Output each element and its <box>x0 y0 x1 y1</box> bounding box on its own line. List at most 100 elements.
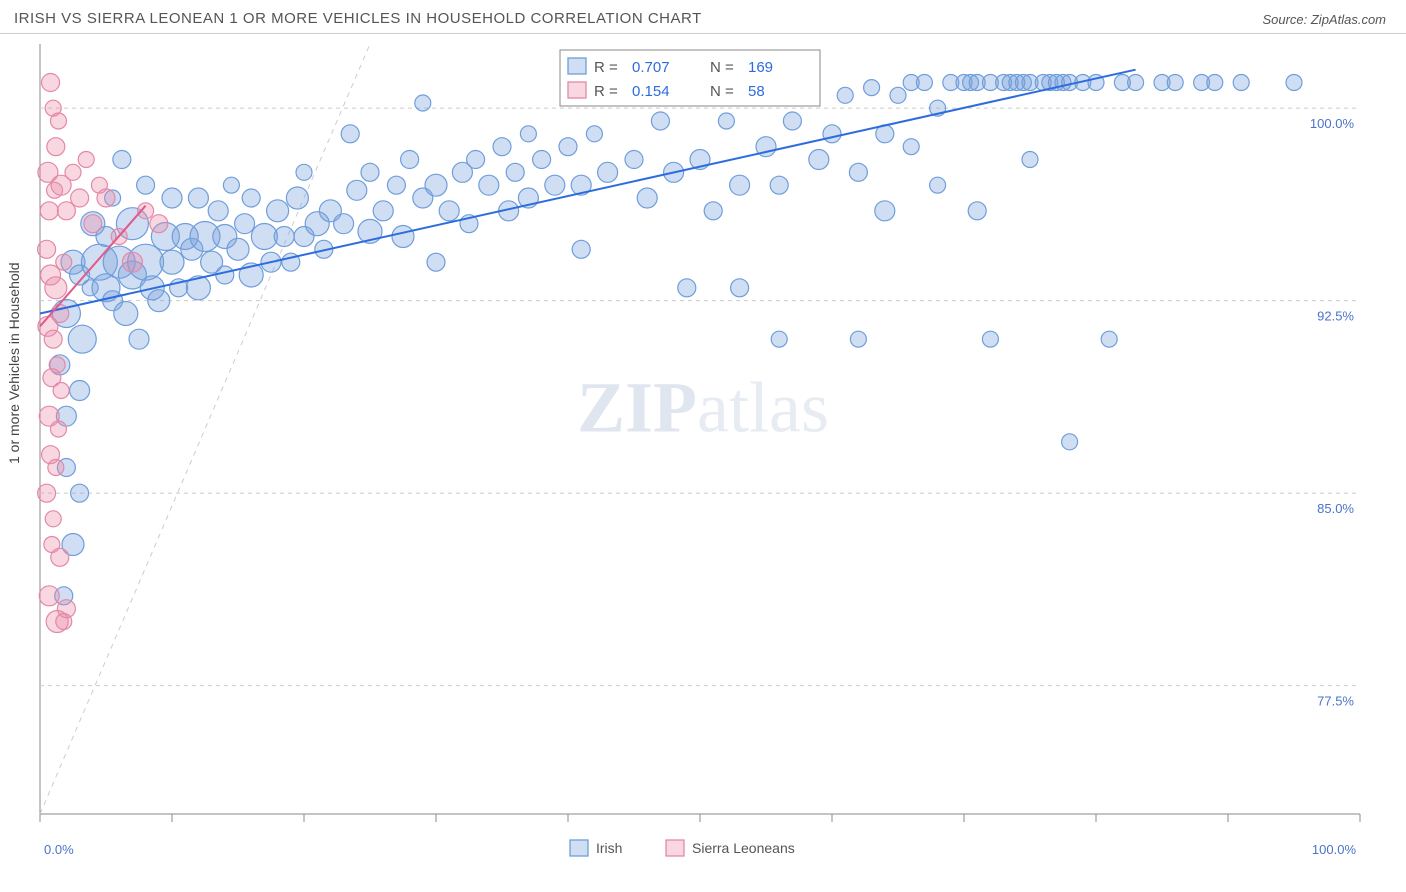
scatter-point <box>242 189 260 207</box>
scatter-point <box>44 330 62 348</box>
svg-text:R =: R = <box>594 83 618 100</box>
scatter-point <box>678 279 696 297</box>
scatter-point <box>783 112 801 130</box>
scatter-point <box>56 614 72 630</box>
scatter-point <box>50 421 66 437</box>
scatter-point <box>361 163 379 181</box>
chart-title: IRISH VS SIERRA LEONEAN 1 OR MORE VEHICL… <box>14 10 702 27</box>
scatter-point <box>520 126 536 142</box>
scatter-point <box>188 188 208 208</box>
scatter-point <box>38 240 56 258</box>
scatter-point <box>1207 75 1223 91</box>
header: IRISH VS SIERRA LEONEAN 1 OR MORE VEHICL… <box>0 0 1406 34</box>
scatter-point <box>572 240 590 258</box>
scatter-point <box>114 302 138 326</box>
scatter-point <box>1286 75 1302 91</box>
scatter-point <box>598 162 618 182</box>
scatter-point <box>493 138 511 156</box>
legend-swatch <box>568 82 586 98</box>
scatter-point <box>849 163 867 181</box>
scatter-point <box>1101 331 1117 347</box>
scatter-point <box>45 511 61 527</box>
series-irish <box>50 75 1302 605</box>
scatter-point <box>129 329 149 349</box>
svg-text:N =: N = <box>710 59 734 76</box>
svg-text:0.707: 0.707 <box>632 59 670 76</box>
scatter-point <box>1022 152 1038 168</box>
scatter-point <box>296 164 312 180</box>
scatter-point <box>968 202 986 220</box>
series-sierra <box>38 74 168 633</box>
scatter-point <box>1233 75 1249 91</box>
scatter-point <box>150 215 168 233</box>
scatter-point <box>122 252 142 272</box>
scatter-point <box>53 383 69 399</box>
scatter-point <box>401 151 419 169</box>
scatter-point <box>208 201 228 221</box>
scatter-point <box>770 176 788 194</box>
scatter-point <box>267 200 289 222</box>
scatter-point <box>637 188 657 208</box>
scatter-point <box>545 175 565 195</box>
scatter-point <box>162 188 182 208</box>
svg-text:0.154: 0.154 <box>632 83 670 100</box>
scatter-point <box>387 176 405 194</box>
scatter-point <box>875 201 895 221</box>
scatter-point <box>51 548 69 566</box>
svg-text:R =: R = <box>594 59 618 76</box>
scatter-point <box>42 74 60 92</box>
scatter-point <box>467 151 485 169</box>
scatter-point <box>730 175 750 195</box>
scatter-point <box>160 250 184 274</box>
scatter-point <box>903 139 919 155</box>
scatter-point <box>97 189 115 207</box>
scatter-point <box>890 87 906 103</box>
scatter-point <box>38 484 56 502</box>
scatter-point <box>771 331 787 347</box>
scatter-point <box>65 164 81 180</box>
bottom-legend-label: Irish <box>596 840 622 856</box>
scatter-point <box>373 201 393 221</box>
scatter-point <box>347 180 367 200</box>
bottom-legend-swatch <box>570 840 588 856</box>
scatter-point <box>850 331 866 347</box>
scatter-point <box>930 177 946 193</box>
scatter-point <box>71 484 89 502</box>
scatter-point <box>415 95 431 111</box>
scatter-point <box>40 202 58 220</box>
svg-text:92.5%: 92.5% <box>1317 309 1354 324</box>
svg-text:100.0%: 100.0% <box>1310 116 1355 131</box>
scatter-point <box>148 290 170 312</box>
scatter-chart: 77.5%85.0%92.5%100.0%R =0.707N =169R =0.… <box>0 34 1406 884</box>
scatter-point <box>47 138 65 156</box>
scatter-point <box>1128 75 1144 91</box>
scatter-point <box>864 80 880 96</box>
chart-area: 1 or more Vehicles in Household ZIPatlas… <box>0 34 1406 884</box>
scatter-point <box>235 214 255 234</box>
scatter-point <box>68 325 96 353</box>
scatter-point <box>137 176 155 194</box>
scatter-point <box>479 175 499 195</box>
svg-text:169: 169 <box>748 59 773 76</box>
scatter-point <box>50 113 66 129</box>
bottom-legend-label: Sierra Leoneans <box>692 840 795 856</box>
scatter-point <box>48 460 64 476</box>
scatter-point <box>45 277 67 299</box>
scatter-point <box>837 87 853 103</box>
scatter-point <box>625 151 643 169</box>
scatter-point <box>425 174 447 196</box>
scatter-point <box>427 253 445 271</box>
svg-text:58: 58 <box>748 83 765 100</box>
scatter-point <box>586 126 602 142</box>
scatter-point <box>916 75 932 91</box>
scatter-point <box>1167 75 1183 91</box>
scatter-point <box>823 125 841 143</box>
scatter-point <box>84 215 102 233</box>
scatter-point <box>731 279 749 297</box>
scatter-point <box>559 138 577 156</box>
scatter-point <box>533 151 551 169</box>
scatter-point <box>71 189 89 207</box>
scatter-point <box>334 214 354 234</box>
scatter-point <box>286 187 308 209</box>
bottom-legend-swatch <box>666 840 684 856</box>
